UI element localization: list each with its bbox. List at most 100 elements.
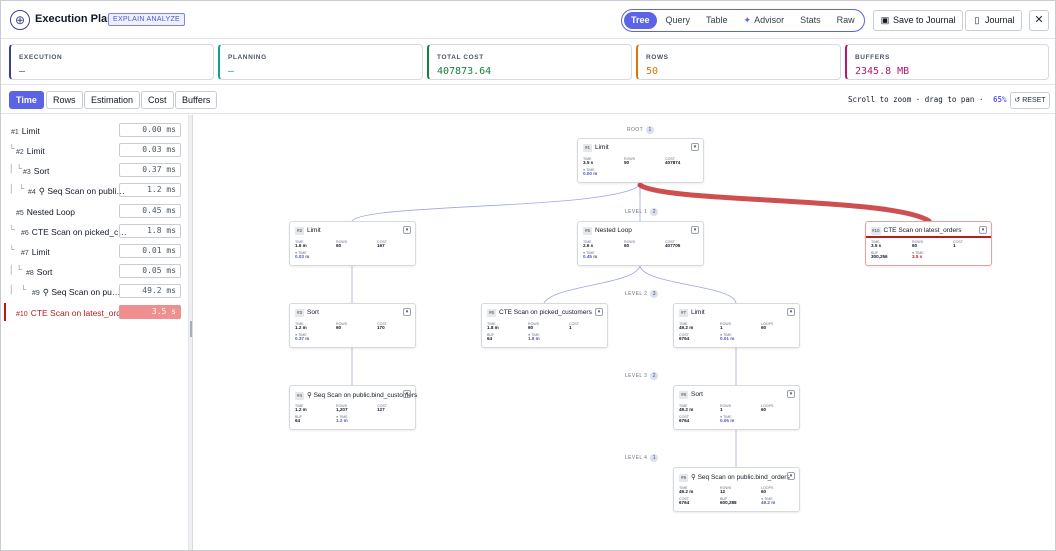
plan-node[interactable]: #8 Sort ▾ TIME 49.2 m ROWS 1 LOOPS 60 COST 6764 ● T… <box>673 385 800 430</box>
tree-branch-icon: │ └ <box>9 184 25 193</box>
node-list-item[interactable]: │ └ #8 Sort 0.05 ms <box>1 261 189 281</box>
save-to-journal-button[interactable]: ▣ Save to Journal <box>873 10 963 31</box>
total-cost-value: 407873.64 <box>437 66 492 77</box>
plan-node[interactable]: #10 CTE Scan on latest_orders ▾ TIME 3.5 s RO… <box>865 221 992 266</box>
node-title: #4 ⚲ Seq Scan on public.bind_customers <box>295 392 418 400</box>
node-stat: ROWS 1,207 <box>336 404 348 413</box>
tab-stats[interactable]: Stats <box>800 15 821 25</box>
node-list-time: 0.37 ms <box>119 163 181 177</box>
tree-branch-icon: └ <box>9 225 15 234</box>
node-menu-chevron-icon[interactable]: ▾ <box>595 308 603 316</box>
magnifier-icon: ⚲ <box>42 287 52 297</box>
node-menu-chevron-icon[interactable]: ▾ <box>787 390 795 398</box>
node-list-time: 0.45 ms <box>119 204 181 218</box>
summary-cards: EXECUTION – PLANNING – TOTAL COST 407873.64… <box>1 40 1055 85</box>
node-list-item[interactable]: │ └ #9 ⚲ Seq Scan on pu… 49.2 ms <box>1 281 189 301</box>
sidebar-resize-handle[interactable] <box>189 115 193 550</box>
tree-branch-icon: │ └ <box>9 285 27 294</box>
node-list-item[interactable]: └ #7 Limit 0.01 ms <box>1 241 189 261</box>
tab-table[interactable]: Table <box>706 15 728 25</box>
node-menu-chevron-icon[interactable]: ▾ <box>979 226 987 234</box>
node-list-name: #7 Limit <box>21 247 50 257</box>
total-cost-card: TOTAL COST 407873.64 <box>427 44 632 80</box>
plan-node[interactable]: #5 Nested Loop ▾ TIME 2.6 s ROWS 60 COST 407705 ●… <box>577 221 704 266</box>
tab-raw[interactable]: Raw <box>836 15 855 25</box>
metric-time-button[interactable]: Time <box>9 91 44 109</box>
journal-button[interactable]: ▯ Journal <box>965 10 1022 31</box>
node-list-item[interactable]: │ └ #4 ⚲ Seq Scan on publi… 1.2 ms <box>1 180 189 200</box>
node-stat: ROWS 12 <box>720 486 732 495</box>
node-stat: COST 1 <box>953 240 963 249</box>
node-title: #7 Limit <box>679 309 705 317</box>
node-stat: ● TIME 49.2 m <box>761 497 776 506</box>
planning-card: PLANNING – <box>218 44 423 80</box>
tree-branch-icon: └ <box>9 144 15 153</box>
node-stat: TIME 1.2 m <box>295 404 307 413</box>
drag-grip-icon <box>190 321 192 337</box>
node-list-name: #6 CTE Scan on picked_c… <box>21 227 127 237</box>
plan-node[interactable]: #2 Limit ▾ TIME 1.6 m ROWS 60 COST 167 ● TIME 0.03… <box>289 221 416 266</box>
plan-node[interactable]: #7 Limit ▾ TIME 49.2 m ROWS 1 LOOPS 60 COST 6764 ● … <box>673 303 800 348</box>
node-list-item[interactable]: #10 CTE Scan on latest_ord… 3.5 s <box>1 302 189 322</box>
save-icon: ▣ <box>880 15 890 25</box>
node-menu-chevron-icon[interactable]: ▾ <box>403 226 411 234</box>
node-list-name: #9 ⚲ Seq Scan on pu… <box>32 287 121 297</box>
edge <box>543 265 641 304</box>
node-menu-chevron-icon[interactable]: ▾ <box>403 308 411 316</box>
node-list-item[interactable]: └ #6 CTE Scan on picked_c… 1.8 ms <box>1 221 189 241</box>
node-list-name: #4 ⚲ Seq Scan on publi… <box>28 186 125 196</box>
node-menu-chevron-icon[interactable]: ▾ <box>403 390 411 398</box>
rows-label: ROWS <box>646 54 669 61</box>
zoom-hint: Scroll to zoom · drag to pan · <box>848 95 984 104</box>
buffers-label: BUFFERS <box>855 54 890 61</box>
plan-node[interactable]: #4 ⚲ Seq Scan on public.bind_customers ▾ TI… <box>289 385 418 430</box>
node-stat: ROWS 1 <box>720 322 732 331</box>
node-list-item[interactable]: #1 Limit 0.00 ms <box>1 120 189 140</box>
node-menu-chevron-icon[interactable]: ▾ <box>691 143 699 151</box>
node-list-time: 49.2 ms <box>119 284 181 298</box>
node-title: #1 Limit <box>583 144 609 152</box>
node-list-item[interactable]: #5 Nested Loop 0.45 ms <box>1 201 189 221</box>
node-list-item[interactable]: │ └ #3 Sort 0.37 ms <box>1 160 189 180</box>
tab-query[interactable]: Query <box>665 15 691 25</box>
buffers-value: 2345.8 MB <box>855 66 910 77</box>
node-menu-chevron-icon[interactable]: ▾ <box>787 472 795 480</box>
node-stat: COST 170 <box>377 322 387 331</box>
node-stat: ROWS 60 <box>528 322 540 331</box>
magnifier-icon: ⚲ <box>307 392 314 399</box>
node-menu-chevron-icon[interactable]: ▾ <box>691 226 699 234</box>
close-button[interactable]: ✕ <box>1029 10 1049 31</box>
node-stat: ● TIME 0.45 m <box>583 251 598 260</box>
metric-estimation-button[interactable]: Estimation <box>84 91 141 109</box>
book-icon: ▯ <box>974 15 980 25</box>
plan-node[interactable]: #1 Limit ▾ TIME 3.5 s ROWS 50 COST 407874 ● TIME 0… <box>577 138 704 183</box>
tab-advisor[interactable]: ✦ Advisor <box>737 12 792 29</box>
rows-card: ROWS 50 <box>636 44 841 80</box>
tab-tree[interactable]: Tree <box>624 12 657 29</box>
node-stat: TIME 1.8 m <box>487 322 499 331</box>
node-list-time: 0.03 ms <box>119 143 181 157</box>
node-list-name: #1 Limit <box>11 126 40 136</box>
node-stat: ● TIME 0.03 m <box>295 251 310 260</box>
plan-node[interactable]: #6 CTE Scan on picked_customers ▾ TIME 1.8 m… <box>481 303 608 348</box>
node-menu-chevron-icon[interactable]: ▾ <box>787 308 795 316</box>
tab-advisor-label: Advisor <box>754 15 785 25</box>
metric-rows-button[interactable]: Rows <box>46 91 83 109</box>
node-stat: COST 127 <box>377 404 387 413</box>
rows-value: 50 <box>646 66 659 77</box>
plan-node[interactable]: #3 Sort ▾ TIME 1.2 m ROWS 60 COST 170 ● TIME 0.37 … <box>289 303 416 348</box>
node-list-time: 3.5 s <box>119 305 181 319</box>
plan-node[interactable]: #9 ⚲ Seq Scan on public.bind_orders ▾ TIME 4… <box>673 467 800 512</box>
node-stat: ROWS 60 <box>912 240 924 249</box>
metric-cost-button[interactable]: Cost <box>141 91 174 109</box>
node-list-item[interactable]: └ #2 Limit 0.03 ms <box>1 140 189 160</box>
node-list-time: 1.2 ms <box>119 183 181 197</box>
planning-label: PLANNING <box>228 54 267 61</box>
reset-zoom-button[interactable]: ↺ RESET <box>1010 92 1050 109</box>
edge-layer <box>351 182 932 467</box>
metric-buffers-button[interactable]: Buffers <box>175 91 218 109</box>
